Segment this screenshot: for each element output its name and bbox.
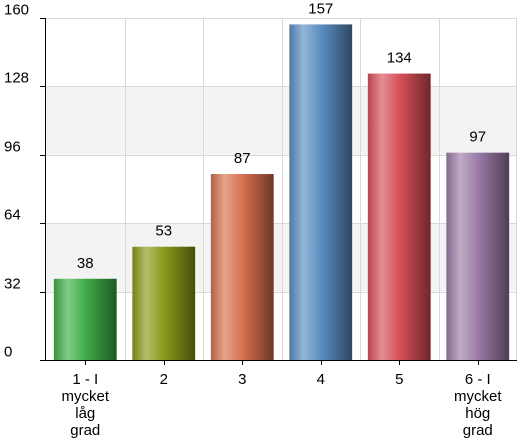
data-label-2: 53 (155, 223, 172, 240)
bar-4 (289, 24, 353, 360)
x-tick-label-line: 4 (317, 371, 325, 388)
x-tick-label-line: hög (465, 405, 490, 422)
data-label-6: 97 (469, 129, 486, 146)
plot-bands (46, 86, 517, 292)
data-label-1: 38 (77, 255, 94, 272)
x-tick-label-line: 3 (238, 371, 246, 388)
y-tick-label: 96 (4, 139, 21, 156)
y-tick-label: 32 (4, 276, 21, 293)
x-tick-label-4: 4 (317, 371, 325, 388)
bar-3 (210, 174, 274, 360)
x-tick-label-line: 2 (160, 371, 168, 388)
grid-lines (46, 18, 517, 360)
x-tick-label-line: mycket (61, 388, 109, 405)
axes (40, 18, 517, 365)
data-label-4: 157 (308, 0, 333, 17)
x-tick-label-line: grad (70, 422, 100, 439)
data-label-5: 134 (387, 50, 412, 67)
plot-band (46, 86, 517, 155)
x-tick-label-line: mycket (454, 388, 502, 405)
y-tick-label: 160 (4, 2, 29, 19)
x-tick-label-line: låg (75, 405, 95, 422)
y-tick-label: 128 (4, 70, 29, 87)
bar-1 (53, 278, 117, 360)
x-tick-label-line: 5 (395, 371, 403, 388)
y-tick-label: 0 (4, 344, 12, 361)
data-label-3: 87 (234, 150, 251, 167)
bar-6 (446, 152, 510, 360)
x-tick-label-line: grad (463, 422, 493, 439)
bars (53, 24, 510, 360)
x-tick-label-line: 6 - I (465, 371, 491, 388)
x-tick-label-2: 2 (160, 371, 168, 388)
x-tick-label-line: 1 - I (72, 371, 98, 388)
bar-2 (132, 246, 196, 360)
bar-5 (367, 73, 431, 360)
x-tick-label-3: 3 (238, 371, 246, 388)
plot-band (46, 223, 517, 292)
y-tick-label: 64 (4, 207, 21, 224)
x-tick-label-5: 5 (395, 371, 403, 388)
